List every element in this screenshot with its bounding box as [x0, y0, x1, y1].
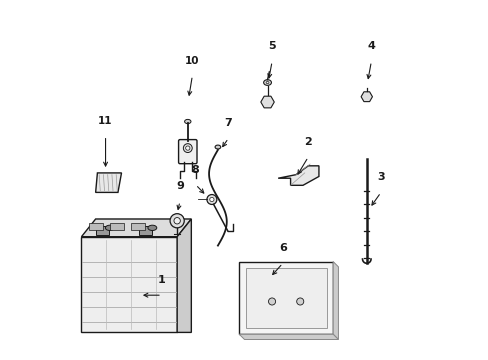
Text: 11: 11	[98, 116, 113, 126]
Polygon shape	[332, 261, 338, 339]
Bar	[96, 226, 109, 235]
Bar	[88, 222, 102, 230]
Text: 7: 7	[224, 118, 232, 128]
FancyBboxPatch shape	[178, 140, 197, 164]
Text: 3: 3	[376, 172, 384, 183]
Circle shape	[268, 298, 275, 305]
Ellipse shape	[105, 225, 114, 230]
Text: 2: 2	[304, 137, 311, 147]
Ellipse shape	[147, 225, 157, 230]
Text: 8: 8	[191, 165, 199, 175]
Text: 1: 1	[158, 275, 165, 285]
Circle shape	[209, 197, 214, 202]
Polygon shape	[177, 219, 191, 332]
Polygon shape	[239, 334, 338, 339]
Ellipse shape	[263, 80, 271, 85]
Circle shape	[170, 214, 184, 228]
Bar	[110, 222, 124, 230]
Ellipse shape	[183, 144, 192, 153]
Polygon shape	[260, 96, 274, 108]
Polygon shape	[81, 219, 191, 237]
Text: 4: 4	[366, 41, 375, 51]
Ellipse shape	[265, 81, 268, 84]
Text: 6: 6	[278, 243, 286, 253]
Bar	[239, 261, 332, 334]
Bar	[131, 222, 145, 230]
Polygon shape	[360, 92, 372, 102]
Ellipse shape	[185, 146, 189, 150]
Ellipse shape	[184, 120, 191, 123]
Text: 9: 9	[176, 181, 183, 192]
Polygon shape	[278, 166, 318, 185]
Polygon shape	[96, 173, 121, 192]
Text: 10: 10	[185, 55, 199, 66]
Circle shape	[174, 217, 180, 224]
Circle shape	[206, 194, 216, 204]
Bar	[81, 237, 177, 332]
Bar	[139, 226, 151, 235]
Ellipse shape	[215, 145, 220, 149]
Circle shape	[296, 298, 303, 305]
Text: 5: 5	[268, 41, 275, 51]
Bar	[245, 268, 326, 328]
